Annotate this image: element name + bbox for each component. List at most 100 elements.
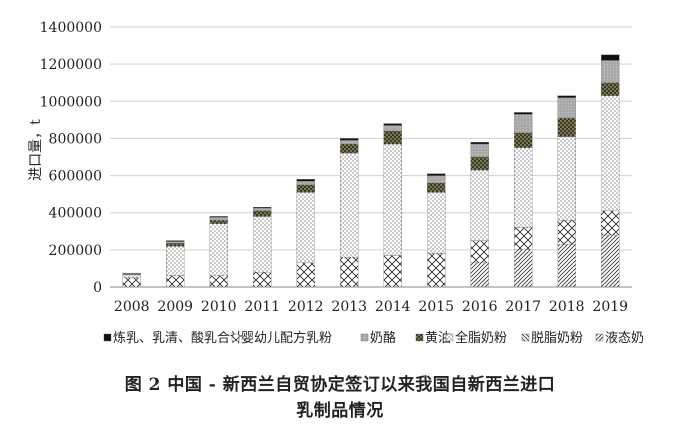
bar-segment [340,153,359,258]
x-tick-label: 2017 [505,299,541,315]
bar-segment [557,117,576,137]
bar-segment [514,147,533,228]
bar-segment [557,136,576,221]
bar-segment [427,173,446,176]
bar-segment [427,192,446,254]
bar-segment [470,143,489,158]
legend-entry: 黄油 [425,331,451,346]
bar-segment [122,274,141,278]
legend-swatch [445,333,454,342]
y-axis-label: 进口量，t [28,119,44,181]
bar-segment [166,275,185,288]
legend-entry: 脱脂奶粉 [531,331,583,346]
x-tick-label: 2018 [549,299,585,315]
bar-segment [166,240,185,242]
bar-segment [601,82,620,96]
bar-segment [209,275,228,288]
bar-segment [253,210,272,217]
bar-segment [166,241,185,244]
legend-entry: 奶酪 [370,330,396,346]
bar-segment [340,140,359,145]
y-tick-label: 1200000 [40,57,102,73]
legend-entry: 全脂奶粉 [455,330,507,346]
x-tick-label: 2010 [201,299,237,315]
bar-segment [470,240,489,264]
bar-segment [296,180,315,186]
x-tick-label: 2012 [288,299,324,315]
bar-segment [383,130,402,145]
bar-segment [209,216,228,218]
bar-segment [601,234,620,288]
y-tick-label: 200000 [49,243,102,259]
y-tick-label: 0 [93,280,102,296]
bar-segment [470,141,489,145]
bar-segment [601,210,620,236]
bar-segment [470,169,489,241]
x-tick-label: 2019 [592,299,628,315]
axis-layer: 0 200000 400000 600000 800000 1000000 1200000 1… [40,20,632,315]
bar-segment [253,271,272,288]
bar-segment [166,245,185,277]
bar-segment [209,219,228,225]
bar-segment [470,156,489,171]
bar-segment [166,243,185,247]
x-tick-label: 2015 [418,299,454,315]
bar-segment [427,175,446,184]
bar-segment [514,249,533,288]
x-tick-label: 2014 [375,299,411,315]
bar-segment [296,262,315,288]
bar-segment [209,217,228,221]
bar-segment [557,95,576,98]
legend-swatch [231,333,240,342]
bar-segment [383,143,402,256]
legend-swatch [360,333,369,342]
bar-segment [340,143,359,154]
caption-line-1: 图 2 中国 - 新西兰自贸协定签订以来我国自新西兰进口 [124,375,556,395]
bars-layer [122,54,620,288]
bar-segment [514,227,533,251]
bar-segment [340,257,359,288]
x-tick-label: 2011 [244,299,280,315]
bar-segment [253,206,272,209]
x-tick-label: 2013 [331,299,367,315]
legend-entry: 液态奶 [605,331,644,346]
chart-svg: 0 200000 400000 600000 800000 1000000 1200000 1… [28,20,644,346]
y-tick-label: 400000 [49,206,102,222]
legend-entry: 炼乳、乳清、酸乳合计 [113,331,243,346]
y-tick-label: 600000 [49,169,102,185]
bar-segment [427,253,446,288]
legend-swatch [415,333,424,342]
bar-segment [557,219,576,245]
bar-segment [601,54,620,61]
bar-segment [383,255,402,288]
x-tick-label: 2008 [114,299,150,315]
y-tick-label: 800000 [49,131,102,147]
legend-swatch [521,333,530,342]
bar-segment [383,123,402,126]
bar-segment [470,262,489,288]
bar-segment [340,138,359,141]
bar-segment [296,184,315,193]
legend-swatch [595,333,604,342]
legend-swatch [103,333,112,342]
bar-segment [514,114,533,134]
figure-caption: 图 2 中国 - 新西兰自贸协定签订以来我国自新西兰进口 乳制品情况 [0,372,680,424]
bar-segment [253,207,272,212]
x-tick-label: 2009 [157,299,193,315]
caption-line-2: 乳制品情况 [296,401,384,421]
bar-segment [557,97,576,119]
y-tick-label: 1000000 [40,94,102,110]
bar-segment [383,125,402,132]
bar-segment [601,60,620,83]
bar-segment [514,112,533,115]
bar-segment [122,277,141,288]
bar-segment [601,95,620,212]
bar-segment [427,182,446,193]
grid-layer [110,26,632,288]
bar-segment [209,223,228,277]
bar-segment [296,192,315,264]
x-tick-label: 2016 [462,299,498,315]
bar-segment [557,244,576,288]
